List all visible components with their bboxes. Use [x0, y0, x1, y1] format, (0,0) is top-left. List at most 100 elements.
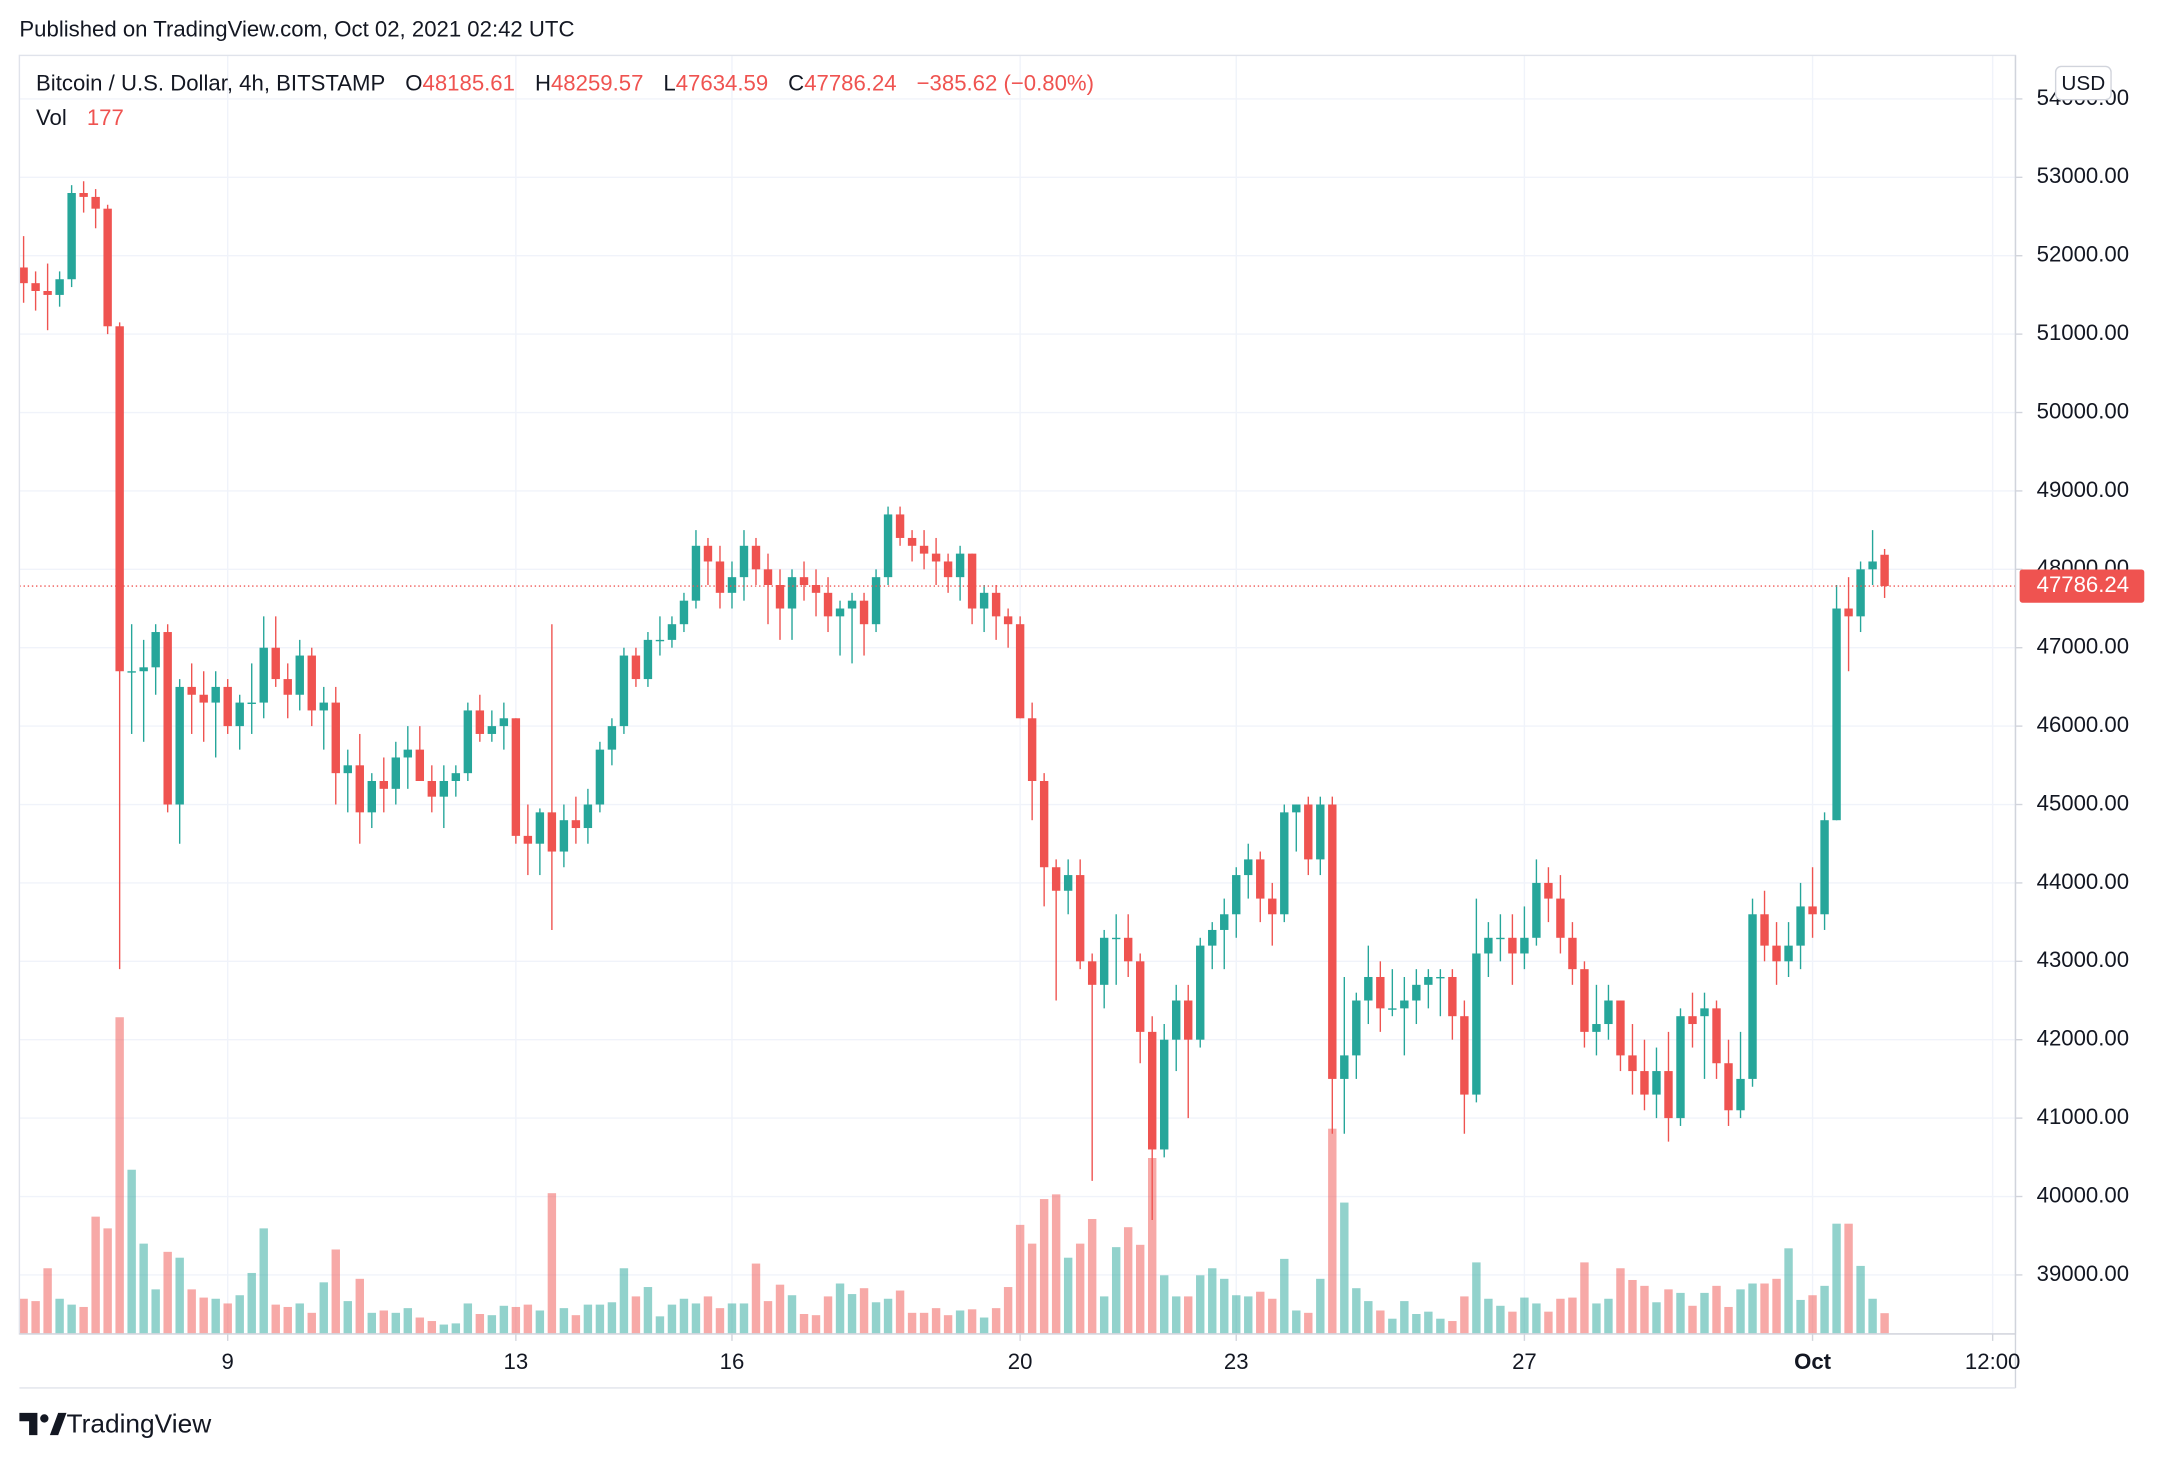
volume-bar [343, 1301, 352, 1334]
candle-body [1039, 780, 1049, 868]
candle-body [1256, 859, 1265, 899]
volume-bar [1424, 1311, 1433, 1334]
candle-body [1472, 953, 1481, 1095]
volume-bar [295, 1303, 304, 1334]
y-tick-label: 51000.00 [2037, 320, 2129, 345]
volume-bar [1027, 1243, 1037, 1334]
volume-bar [1376, 1310, 1385, 1334]
candle-body [1508, 937, 1517, 954]
volume-bar [1412, 1314, 1421, 1334]
candle-body [775, 584, 785, 609]
candle-body [79, 192, 88, 197]
candle-body [1460, 1016, 1469, 1095]
volume-bar [1460, 1296, 1469, 1334]
volume-bar [1051, 1194, 1061, 1334]
candle-body [511, 718, 521, 836]
volume-bar [1856, 1265, 1865, 1334]
volume-bar [1208, 1268, 1217, 1334]
candle-body [919, 545, 929, 554]
candle-body [895, 514, 905, 538]
candle-body [1292, 804, 1301, 813]
volume-bar [1808, 1295, 1817, 1334]
currency-label: USD [2061, 72, 2105, 95]
volume-bar [847, 1294, 857, 1334]
volume-bar [1796, 1299, 1805, 1334]
volume-bar [1760, 1283, 1769, 1334]
candle-body [859, 600, 869, 625]
candle-body [1844, 608, 1853, 617]
volume-bar [1736, 1289, 1745, 1334]
candle-body [19, 267, 28, 284]
logo-slash [49, 1412, 67, 1436]
candle-body [1592, 1024, 1601, 1032]
candle-body [1148, 1031, 1157, 1150]
change-value: −385.62 (−0.80%) [917, 70, 1094, 95]
volume-bar [883, 1298, 893, 1334]
candle-body [163, 632, 172, 805]
volume-bar [487, 1315, 497, 1334]
candle-body [571, 820, 581, 829]
candle-body [1628, 1055, 1637, 1072]
candle-body [739, 545, 749, 578]
candle-body [187, 686, 196, 695]
candle-body [907, 537, 917, 546]
candle-body [1376, 976, 1385, 1009]
volume-bar [415, 1317, 425, 1334]
volume-bar [811, 1315, 821, 1334]
candle-body [139, 667, 148, 672]
y-tick-label: 40000.00 [2037, 1182, 2129, 1207]
volume-bar [1772, 1278, 1781, 1334]
volume-bar [1748, 1283, 1757, 1334]
volume-bar [703, 1296, 713, 1334]
candle-body [643, 639, 653, 680]
volume-bar [943, 1315, 953, 1334]
volume-bar [727, 1303, 737, 1334]
candle-body [1220, 914, 1229, 930]
volume-bar [1700, 1292, 1709, 1334]
volume-bar [1003, 1287, 1013, 1334]
volume-bar [1496, 1305, 1505, 1334]
candle-body [103, 208, 112, 327]
candle-body [1736, 1078, 1745, 1111]
volume-bar [1340, 1202, 1349, 1334]
volume-bar [823, 1296, 833, 1334]
candle-body [223, 686, 232, 727]
candle-body [307, 655, 316, 711]
volume-bar [151, 1289, 160, 1334]
currency-badge[interactable] [2054, 65, 2112, 101]
volume-bar [619, 1268, 629, 1334]
volume-bar [403, 1308, 413, 1334]
candle-body [391, 757, 401, 789]
candle-body [955, 553, 965, 578]
candle-body [751, 545, 761, 570]
candle-body [1748, 914, 1757, 1079]
candle-body [1760, 914, 1769, 946]
candle-body [403, 749, 413, 758]
candle-body [1003, 616, 1013, 625]
volume-bar [991, 1308, 1001, 1334]
candle-body [1544, 882, 1553, 899]
candle-body [319, 702, 328, 711]
low-value: 47634.59 [676, 70, 768, 95]
candle-body [1304, 804, 1313, 860]
candle-body [715, 561, 725, 593]
candle-body [523, 835, 533, 844]
volume-bar [1472, 1262, 1481, 1334]
candle-body [1208, 929, 1217, 946]
candle-body [1556, 898, 1565, 938]
candle-body [1160, 1039, 1169, 1150]
volume-bar [775, 1284, 785, 1334]
candle-body [1808, 906, 1817, 915]
volume-bar [655, 1316, 665, 1334]
plot-area [19, 55, 2016, 1334]
volume-bar [31, 1301, 40, 1334]
volume-bar [1196, 1275, 1205, 1334]
volume-bar [1075, 1243, 1085, 1334]
candle-body [1664, 1071, 1673, 1119]
candle-body [631, 655, 641, 680]
candle-body [31, 283, 40, 291]
volume-bar [271, 1304, 280, 1334]
candle-body [1051, 867, 1061, 891]
volume-bar [91, 1216, 100, 1334]
volume-bar [835, 1283, 845, 1334]
